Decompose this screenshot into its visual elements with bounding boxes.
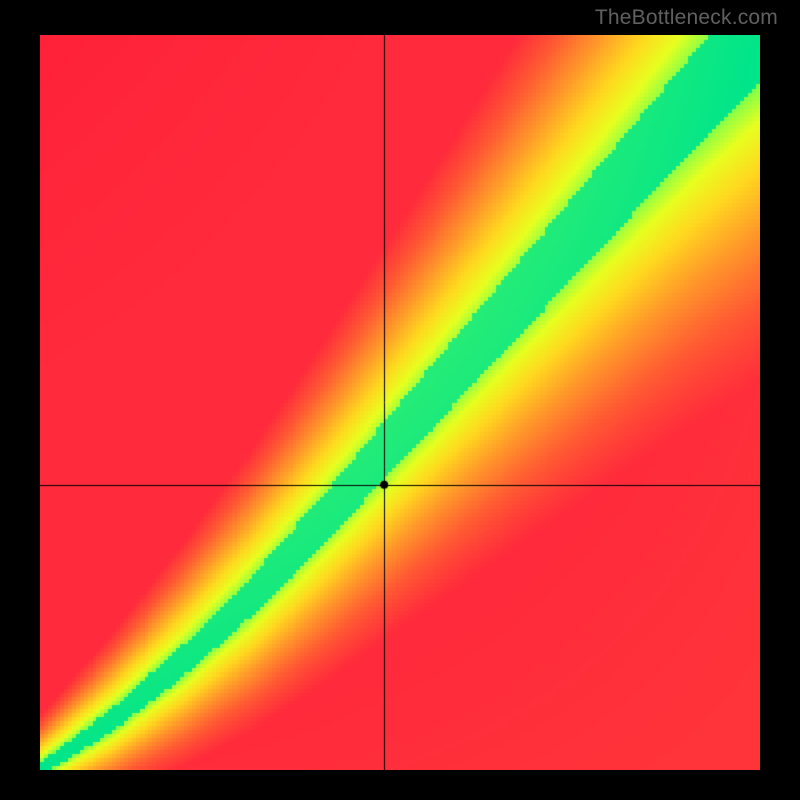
bottleneck-heatmap [40, 35, 760, 770]
watermark-text: TheBottleneck.com [595, 6, 778, 30]
chart-frame: { "watermark": { "text": "TheBottleneck.… [0, 0, 800, 800]
